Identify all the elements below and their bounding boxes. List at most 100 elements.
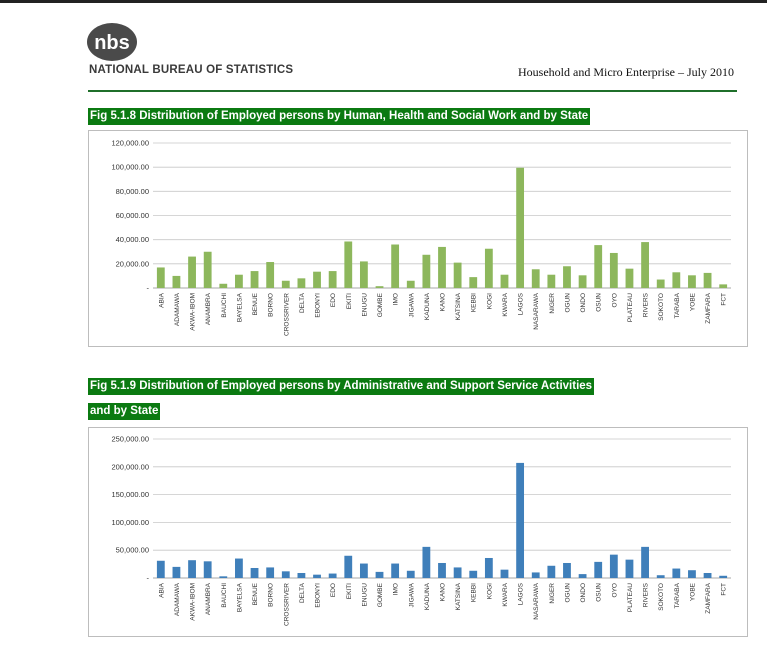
x-tick-label: TARABA: [674, 292, 681, 318]
bar-ondo: [578, 275, 587, 288]
x-tick-label: NIGER: [549, 293, 556, 314]
figure-1-title: Fig 5.1.8 Distribution of Employed perso…: [88, 108, 591, 125]
x-tick-label: ADAMAWA: [174, 292, 181, 326]
bar-anambra: [203, 561, 212, 578]
bar-nasarawa: [531, 269, 540, 288]
bar-ebonyi: [313, 271, 321, 288]
x-tick-label: BENUE: [252, 292, 259, 315]
bar-rivers: [641, 242, 649, 288]
x-tick-label: IMO: [393, 293, 400, 305]
y-tick-label: 80,000.00: [116, 187, 149, 196]
bar-sokoto: [656, 575, 665, 578]
bar-ogun: [563, 266, 571, 288]
bar-kano: [438, 246, 446, 288]
x-tick-label: ZAMFARA: [705, 292, 712, 323]
bar-kebbi: [469, 277, 478, 288]
y-tick-label: 200,000.00: [111, 462, 149, 471]
bar-zamfara: [703, 572, 712, 578]
x-tick-label: NASARAWA: [533, 292, 540, 329]
x-tick-label: OGUN: [564, 293, 571, 313]
bar-benue: [250, 567, 259, 578]
bar-katsina: [453, 567, 462, 578]
x-tick-label: GOMBE: [377, 582, 384, 607]
bar-rivers: [641, 546, 649, 578]
bar-akwa-ibom: [188, 560, 196, 578]
bar-ekiti: [344, 555, 353, 578]
y-tick-label: 20,000.00: [116, 259, 149, 268]
chart-1: - 20,000.00 40,000.00 60,000.00 80,000.00 100…: [111, 139, 731, 336]
x-tick-label: KWARA: [502, 582, 509, 606]
x-tick-label: KOGI: [486, 293, 493, 309]
bar-bayelsa: [235, 558, 243, 578]
x-tick-label: KADUNA: [424, 582, 431, 610]
bar-sokoto: [656, 279, 665, 288]
bar-osun: [594, 561, 603, 578]
x-tick-label: EDO: [330, 583, 337, 597]
x-tick-label: BENUE: [252, 582, 259, 605]
y-tick-label: 100,000.00: [111, 163, 149, 172]
bar-kaduna: [422, 254, 431, 288]
x-tick-label: SOKOTO: [658, 293, 665, 321]
x-tick-label: ABIA: [158, 292, 165, 307]
bar-lagos: [516, 462, 525, 578]
bar-kogi: [484, 557, 493, 578]
document-title: Household and Micro Enterprise – July 20…: [518, 65, 734, 79]
bar-abia: [156, 267, 165, 288]
y-tick-label: 120,000.00: [111, 139, 149, 148]
x-tick-label: RIVERS: [643, 582, 650, 607]
x-tick-label: JIGAWA: [408, 292, 415, 317]
x-tick-label: NASARAWA: [533, 582, 540, 619]
x-tick-label: FCT: [721, 293, 728, 306]
bar-crossriver: [281, 280, 290, 288]
bar-ogun: [563, 562, 571, 578]
x-tick-label: PLATEAU: [627, 583, 634, 612]
x-tick-label: ONDO: [580, 293, 587, 313]
x-tick-label: KATSINA: [455, 292, 462, 320]
x-tick-label: CROSSRIVER: [283, 293, 290, 336]
bar-bayelsa: [235, 274, 243, 288]
x-tick-label: BAUCHI: [221, 293, 228, 318]
x-tick-label: EBONYI: [315, 293, 322, 318]
bar-kebbi: [469, 570, 478, 578]
x-tick-label: BAYELSA: [236, 292, 243, 322]
x-tick-label: ABIA: [158, 582, 165, 597]
x-tick-label: KWARA: [502, 292, 509, 316]
chart-2: - 50,000.00 100,000.00 150,000.00 200,000.00…: [111, 435, 731, 626]
x-tick-label: JIGAWA: [408, 582, 415, 607]
y-tick-label: 50,000.00: [116, 546, 149, 555]
x-tick-label: AKWA-IBOM: [190, 583, 197, 621]
bar-bauchi: [219, 283, 228, 288]
bar-fct: [719, 575, 728, 578]
bar-jigawa: [406, 570, 415, 578]
bar-katsina: [453, 262, 462, 288]
chart-2-frame: - 50,000.00 100,000.00 150,000.00 200,000.00…: [88, 427, 748, 637]
bar-benue: [250, 271, 259, 288]
bar-delta: [297, 572, 306, 578]
x-tick-label: KEBBI: [471, 583, 478, 602]
x-tick-label: TARABA: [674, 582, 681, 608]
x-tick-label: DELTA: [299, 292, 306, 313]
bar-abia: [156, 560, 165, 578]
bar-gombe: [375, 571, 384, 578]
bar-fct: [719, 284, 728, 288]
figure-2-title-line-2: and by State: [88, 403, 161, 420]
x-tick-label: OYO: [611, 583, 618, 597]
header-divider: [88, 90, 737, 92]
x-tick-label: CROSSRIVER: [283, 583, 290, 626]
bar-kwara: [500, 274, 509, 288]
x-tick-label: OSUN: [596, 583, 603, 602]
bar-bauchi: [219, 576, 228, 578]
x-tick-label: KANO: [440, 293, 447, 311]
chart-1-frame: - 20,000.00 40,000.00 60,000.00 80,000.00 100…: [88, 130, 748, 347]
bar-adamawa: [172, 566, 181, 578]
x-tick-label: BAYELSA: [236, 582, 243, 612]
bar-niger: [547, 274, 556, 288]
bar-zamfara: [703, 272, 712, 288]
figure-2-title-line-1: Fig 5.1.9 Distribution of Employed perso…: [88, 378, 595, 395]
bar-kwara: [500, 569, 509, 578]
bar-adamawa: [172, 275, 181, 288]
x-tick-label: ANAMBRA: [205, 292, 212, 325]
bar-niger: [547, 565, 556, 578]
x-tick-label: ONDO: [580, 583, 587, 603]
x-tick-label: SOKOTO: [658, 583, 665, 611]
